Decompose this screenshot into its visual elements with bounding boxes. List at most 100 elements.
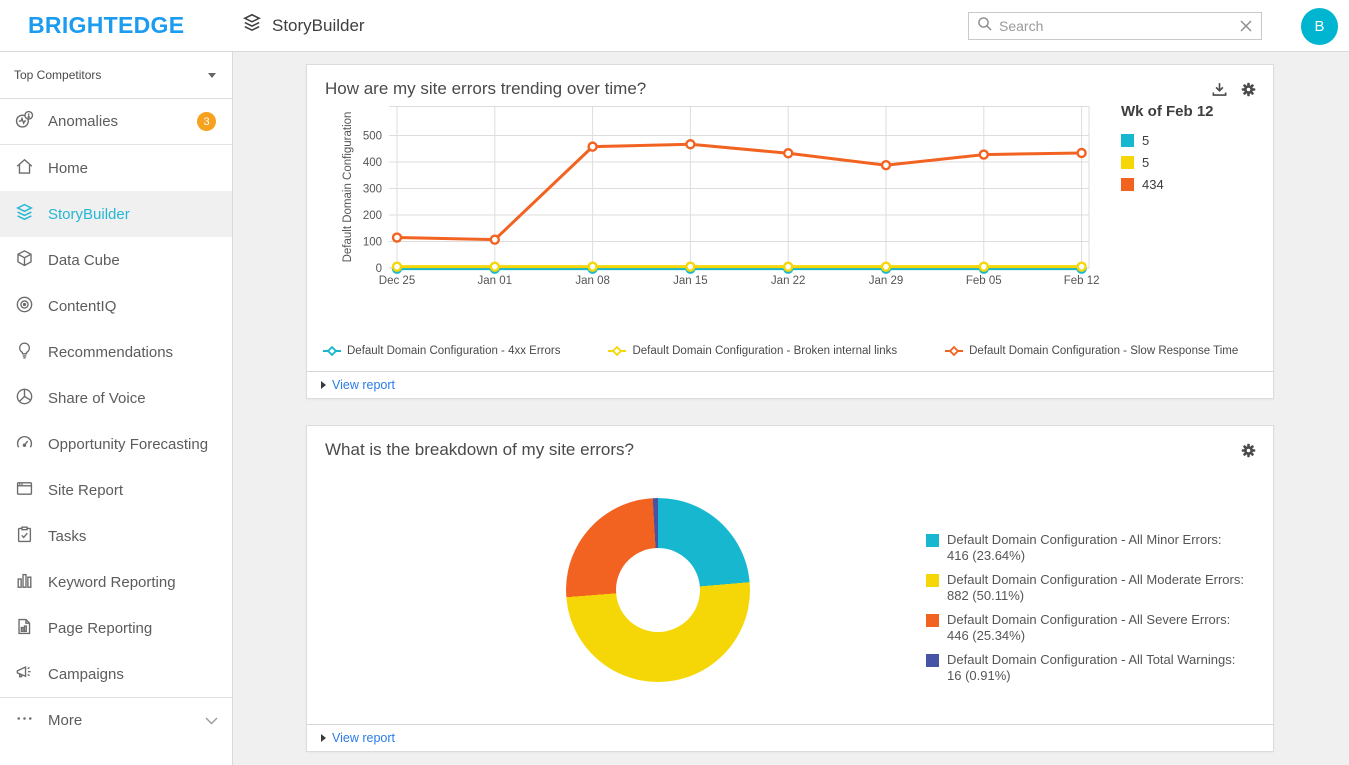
- sidebar-item-home[interactable]: Home: [0, 145, 232, 191]
- ellipsis-icon: [14, 708, 35, 733]
- legend-item: Default Domain Configuration - All Moder…: [926, 572, 1244, 604]
- sidebar-item-keyword-reporting[interactable]: Keyword Reporting: [0, 559, 232, 605]
- legend-item: 5: [1121, 151, 1271, 173]
- svg-text:Jan 22: Jan 22: [771, 275, 806, 287]
- svg-text:0: 0: [376, 263, 382, 275]
- svg-text:Jan 08: Jan 08: [575, 275, 610, 287]
- download-icon[interactable]: [1211, 81, 1228, 98]
- line-chart-plot: Dec 25 Jan 01 Jan 08 Jan 15 Jan 22 Jan 29 Feb …: [342, 106, 1100, 287]
- legend-item: 434: [1121, 173, 1271, 195]
- series-marker-icon: [323, 346, 341, 356]
- sidebar-item-page-reporting[interactable]: Page Reporting: [0, 605, 232, 651]
- line-chart: Dec 25 Jan 01 Jan 08 Jan 15 Jan 22 Jan 29 Feb …: [307, 103, 1273, 341]
- legend-item: Default Domain Configuration - All Total…: [926, 652, 1244, 684]
- gear-icon[interactable]: [1240, 442, 1257, 459]
- legend-item: Default Domain Configuration - All Minor…: [926, 532, 1244, 564]
- svg-text:100: 100: [363, 237, 382, 249]
- svg-text:Feb 05: Feb 05: [966, 275, 1002, 287]
- clipboard-check-icon: [14, 524, 35, 549]
- target-icon: [14, 294, 35, 319]
- donut-chart: Default Domain Configuration - All Minor…: [307, 466, 1273, 724]
- svg-text:200: 200: [363, 210, 382, 222]
- legend-swatch: [1121, 133, 1134, 147]
- sidebar-item-label: Data Cube: [48, 251, 120, 269]
- sidebar-item-label: Keyword Reporting: [48, 573, 176, 591]
- legend-item[interactable]: Default Domain Configuration - Slow Resp…: [945, 345, 1238, 357]
- lightbulb-icon: [14, 340, 35, 365]
- anomalies-icon: [14, 109, 35, 134]
- top-bar: BRIGHTEDGE StoryBuilder B: [0, 0, 1349, 52]
- pie-legend: Default Domain Configuration - All Minor…: [926, 532, 1244, 692]
- legend-item: Default Domain Configuration - All Sever…: [926, 612, 1244, 644]
- sidebar-item-more[interactable]: More: [0, 697, 232, 743]
- sidebar-item-label: Campaigns: [48, 665, 124, 683]
- home-icon: [14, 156, 35, 181]
- cube-icon: [14, 248, 35, 273]
- page-chart-icon: [14, 616, 35, 641]
- sidebar-item-tasks[interactable]: Tasks: [0, 513, 232, 559]
- sidebar-item-label: Page Reporting: [48, 619, 153, 637]
- sidebar-item-label: StoryBuilder: [48, 205, 130, 223]
- page-title: StoryBuilder: [272, 15, 365, 35]
- view-report-link[interactable]: View report: [307, 371, 1273, 398]
- series-legend: Default Domain Configuration - 4xx Error…: [307, 345, 1273, 357]
- sidebar-item-opportunity-forecasting[interactable]: Opportunity Forecasting: [0, 421, 232, 467]
- search-box[interactable]: [968, 12, 1262, 40]
- search-input[interactable]: [999, 18, 1239, 34]
- gear-icon[interactable]: [1240, 81, 1257, 98]
- legend-swatch: [926, 534, 939, 547]
- sidebar-item-label: Opportunity Forecasting: [48, 435, 209, 453]
- brightedge-logo: BRIGHTEDGE: [28, 12, 185, 38]
- svg-text:Jan 15: Jan 15: [673, 275, 708, 287]
- sidebar-item-label: ContentIQ: [48, 297, 117, 315]
- view-report-link[interactable]: View report: [307, 724, 1273, 751]
- triangle-right-icon: [321, 381, 326, 389]
- sidebar-item-data-cube[interactable]: Data Cube: [0, 237, 232, 283]
- sidebar-item-storybuilder[interactable]: StoryBuilder: [0, 191, 232, 237]
- clear-icon[interactable]: [1239, 19, 1253, 33]
- sidebar-item-share-of-voice[interactable]: Share of Voice: [0, 375, 232, 421]
- legend-item[interactable]: Default Domain Configuration - 4xx Error…: [323, 345, 560, 357]
- sidebar-item-label: Recommendations: [48, 343, 174, 361]
- current-week-legend: Wk of Feb 12 5 5 434: [1121, 103, 1271, 195]
- donut-hole: [616, 548, 700, 632]
- sidebar-item-campaigns[interactable]: Campaigns: [0, 651, 232, 697]
- sidebar-item-site-report[interactable]: Site Report: [0, 467, 232, 513]
- main-content: How are my site errors trending over tim…: [233, 52, 1349, 765]
- triangle-right-icon: [321, 734, 326, 742]
- anomalies-badge: 3: [197, 112, 216, 131]
- sidebar-item-label: More: [48, 712, 83, 729]
- legend-item[interactable]: Default Domain Configuration - Broken in…: [608, 345, 897, 357]
- svg-text:500: 500: [363, 131, 382, 143]
- trend-card-title: How are my site errors trending over tim…: [325, 79, 647, 98]
- legend-swatch: [926, 654, 939, 667]
- sidebar: Top Competitors Anomalies 3 Home: [0, 52, 233, 765]
- bar-chart-icon: [14, 570, 35, 595]
- gauge-icon: [14, 432, 35, 457]
- pie-icon: [14, 386, 35, 411]
- breakdown-card: What is the breakdown of my site errors?: [306, 425, 1274, 752]
- breakdown-card-title: What is the breakdown of my site errors?: [325, 440, 634, 459]
- sidebar-item-label: Tasks: [48, 527, 87, 545]
- app-title-wrap: StoryBuilder: [241, 12, 365, 39]
- legend-item: 5: [1121, 129, 1271, 151]
- svg-text:Jan 01: Jan 01: [478, 275, 513, 287]
- avatar[interactable]: B: [1301, 8, 1338, 45]
- chevron-down-icon: [205, 712, 218, 729]
- series-marker-icon: [945, 346, 964, 356]
- svg-text:400: 400: [363, 157, 382, 169]
- series-marker-icon: [608, 346, 627, 356]
- svg-text:Jan 29: Jan 29: [869, 275, 904, 287]
- sidebar-item-contentiq[interactable]: ContentIQ: [0, 283, 232, 329]
- megaphone-icon: [14, 662, 35, 687]
- competitors-dropdown[interactable]: Top Competitors: [0, 52, 232, 99]
- svg-text:300: 300: [363, 184, 382, 196]
- sidebar-item-recommendations[interactable]: Recommendations: [0, 329, 232, 375]
- sidebar-item-anomalies[interactable]: Anomalies 3: [0, 99, 232, 145]
- layers-icon: [14, 202, 35, 227]
- sidebar-item-label: Site Report: [48, 481, 124, 499]
- legend-swatch: [926, 574, 939, 587]
- sidebar-item-label: Home: [48, 159, 89, 177]
- legend-swatch: [1121, 155, 1134, 169]
- trend-card: How are my site errors trending over tim…: [306, 64, 1274, 399]
